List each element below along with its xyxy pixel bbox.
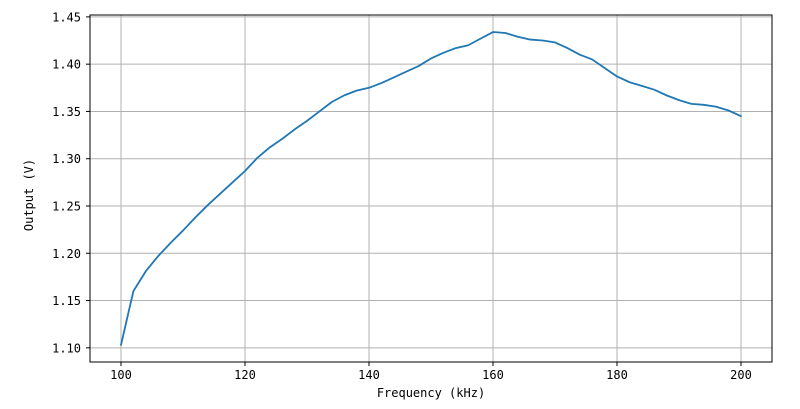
tick-label-x-100: 100 bbox=[110, 368, 132, 382]
tick-label-x-180: 180 bbox=[606, 368, 628, 382]
tick-label-y-1.35: 1.35 bbox=[52, 105, 81, 119]
tick-label-x-120: 120 bbox=[234, 368, 256, 382]
tick-label-y-1.45: 1.45 bbox=[52, 10, 81, 24]
tick-label-y-1.25: 1.25 bbox=[52, 199, 81, 213]
tick-label-y-1.10: 1.10 bbox=[52, 341, 81, 355]
tick-label-y-1.20: 1.20 bbox=[52, 247, 81, 261]
tick-label-x-200: 200 bbox=[730, 368, 752, 382]
data-line-output bbox=[120, 31, 742, 346]
tick-label-y-1.15: 1.15 bbox=[52, 294, 81, 308]
tick-label-x-140: 140 bbox=[358, 368, 380, 382]
tick-label-y-1.40: 1.40 bbox=[52, 58, 81, 72]
y-axis-label: Output (V) bbox=[22, 159, 36, 231]
tick-label-x-160: 160 bbox=[482, 368, 504, 382]
gridlines bbox=[90, 15, 772, 362]
plot-frame bbox=[89, 14, 773, 363]
x-axis-label: Frequency (kHz) bbox=[377, 386, 485, 400]
tick-label-y-1.30: 1.30 bbox=[52, 152, 81, 166]
ticks: 100 120 140 160 180 200 1.10 1.15 1.20 1.25 1.30 1.… bbox=[52, 10, 752, 382]
